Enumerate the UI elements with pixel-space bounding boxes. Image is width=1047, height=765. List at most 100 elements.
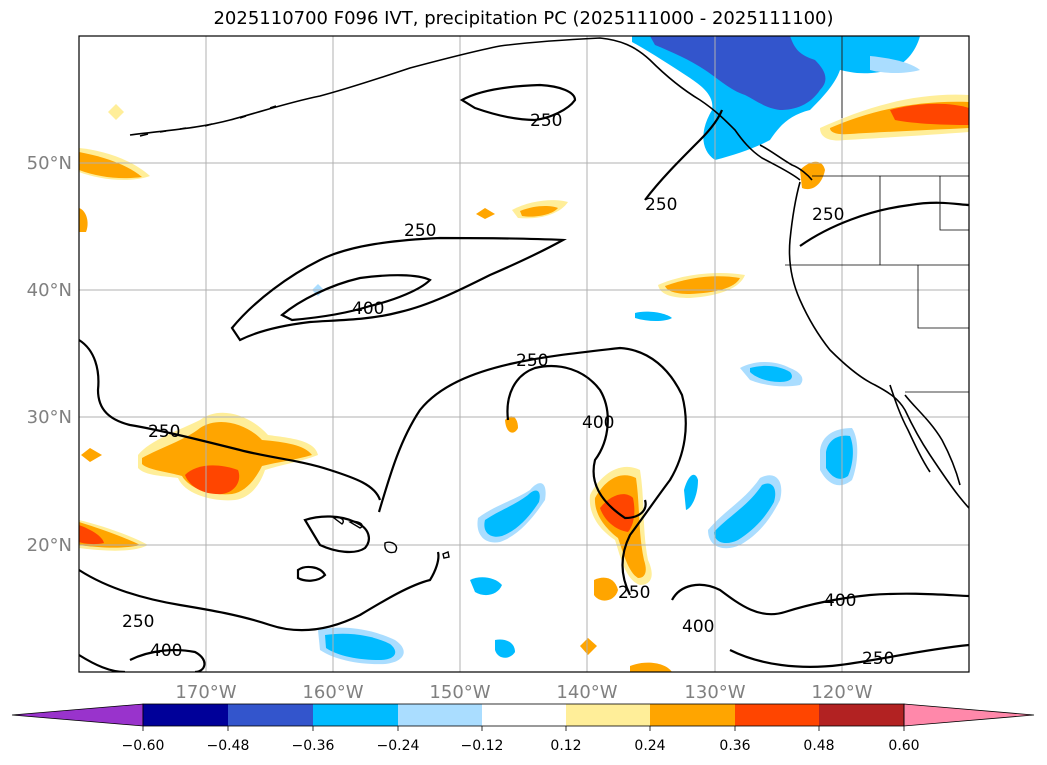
ivt-contour-400-mid-north <box>280 274 432 322</box>
colorbar-swatch-8 <box>735 704 819 726</box>
colorbar-tick-label-3: −0.36 <box>292 738 335 754</box>
contour-label-250-south: 250 <box>122 612 154 632</box>
political-borders <box>785 36 969 393</box>
island-hawaii-4 <box>442 551 450 559</box>
precip-area-hawaii-south <box>594 577 618 601</box>
precip-area-alaska-core-east <box>870 56 920 73</box>
gridlines <box>79 36 969 672</box>
longitude-labels: 170°W 160°W 150°W 140°W 130°W 120°W <box>175 682 872 703</box>
colorbar-swatch-7 <box>650 704 735 726</box>
precip-area-dot-2 <box>684 474 698 510</box>
precip-area-washington <box>800 161 825 190</box>
precip-area-hawaii-2 <box>470 577 502 596</box>
precip-area-baja-core <box>826 435 853 479</box>
lon-label-130w: 130°W <box>684 682 745 703</box>
colorbar-swatch-2 <box>228 704 313 726</box>
lon-label-140w: 140°W <box>556 682 617 703</box>
coastline-baja <box>889 384 961 486</box>
precip-area-hawaii-3 <box>495 639 515 658</box>
precip-area-small-2 <box>79 208 88 232</box>
colorbar-tick-label-10: 0.60 <box>888 738 919 754</box>
lon-label-120w: 120°W <box>811 682 872 703</box>
ivt-contour-250-north <box>459 83 577 122</box>
precip-area-east-pacific-1-core <box>484 490 540 537</box>
colorbar-extend-min <box>11 703 144 727</box>
ivt-contour-250-mid-north <box>230 236 567 342</box>
colorbar-tick-label-2: −0.48 <box>207 738 250 754</box>
colorbar-tick-label-9: 0.48 <box>803 738 834 754</box>
coastline-alaska <box>129 37 801 181</box>
colorbar-tick-label-4: −0.24 <box>377 738 420 754</box>
ivt-contour-small-1 <box>296 565 327 582</box>
coastlines <box>129 37 969 509</box>
island-hawaii-3 <box>384 541 398 554</box>
precip-area-west-edge-peak <box>79 525 104 545</box>
precip-area-small-6 <box>476 208 495 219</box>
precip-area-45n-core <box>520 206 558 217</box>
precip-area-small-1 <box>108 104 124 120</box>
ivt-contour-250-west <box>79 339 382 501</box>
contour-label-400-south-mid: 400 <box>682 617 714 637</box>
ivt-contour-400-south-2 <box>671 583 969 616</box>
colorbar-tick-label-7: 0.24 <box>634 738 665 754</box>
contour-label-250-north: 250 <box>530 111 562 131</box>
colorbar-ticks <box>142 726 905 731</box>
contour-label-400-south-east: 400 <box>824 591 856 611</box>
precip-area-canada-peak <box>890 103 969 125</box>
colorbar-swatch-4 <box>398 704 482 726</box>
precip-negative-areas <box>312 36 920 665</box>
ivt-contour-250-south <box>79 551 440 632</box>
contour-label-250-central: 250 <box>516 351 548 371</box>
contour-label-250-east: 250 <box>645 195 677 215</box>
coastline-aleutians <box>139 105 277 137</box>
ivt-contour-250-se <box>799 201 969 247</box>
precip-area-small-5 <box>630 662 672 672</box>
ivt-contour-250-south-east <box>729 643 969 668</box>
lon-label-170w: 170°W <box>175 682 236 703</box>
colorbar-extend-max <box>903 703 1035 727</box>
coastline-west-coast <box>788 181 969 509</box>
precip-area-small-4 <box>580 638 597 655</box>
lat-label-20n: 20°N <box>27 535 72 556</box>
ivt-contour-250-central <box>377 346 687 596</box>
colorbar-swatch-1 <box>143 704 228 726</box>
colorbar-frame <box>142 703 905 727</box>
precip-area-central-pacific-core <box>142 421 312 495</box>
precip-area-35n-core <box>750 365 792 382</box>
colorbar-swatch-9 <box>819 704 904 726</box>
contour-label-400-central: 400 <box>582 413 614 433</box>
map-plot-area: 250 250 400 250 400 250 250 250 250 400 … <box>79 36 969 672</box>
precip-area-northwest-core <box>79 152 142 179</box>
contour-labels: 250 250 400 250 400 250 250 250 250 400 … <box>122 111 894 669</box>
precip-positive-areas <box>79 94 969 672</box>
precip-area-alaska-core <box>650 36 826 110</box>
colorbar-tick-label-1: −0.60 <box>122 738 165 754</box>
lon-label-160w: 160°W <box>302 682 363 703</box>
precip-area-small-7 <box>505 416 518 433</box>
precip-area-38n <box>635 311 672 321</box>
colorbar-tick-label-6: 0.12 <box>550 738 581 754</box>
ivt-contour-250-east <box>644 109 724 201</box>
ivt-contour-400-west-bottom <box>129 648 206 672</box>
colorbar: −0.60 −0.48 −0.36 −0.24 −0.12 0.12 0.24 … <box>11 703 1035 754</box>
precip-area-small-3 <box>81 448 102 462</box>
ivt-contour-small-2 <box>303 515 370 554</box>
contour-label-250-south-east: 250 <box>862 649 894 669</box>
contour-label-250-se: 250 <box>812 205 844 225</box>
contour-label-250-central-south: 250 <box>618 583 650 603</box>
contour-label-400-south-west: 400 <box>150 641 182 661</box>
border-us-states-1 <box>785 176 969 329</box>
colorbar-tick-label-8: 0.36 <box>719 738 750 754</box>
contour-label-400-mid-north: 400 <box>352 299 384 319</box>
lat-label-50n: 50°N <box>27 153 72 174</box>
map-background <box>79 36 969 672</box>
contour-label-250-west: 250 <box>148 422 180 442</box>
plot-title: 2025110700 F096 IVT, precipitation PC (2… <box>213 8 834 29</box>
contour-label-250-mid-north: 250 <box>404 221 436 241</box>
coastline-vancouver <box>759 144 813 181</box>
colorbar-swatch-3 <box>313 704 398 726</box>
colorbar-swatch-6 <box>566 704 650 726</box>
precip-area-east-pacific-2-core <box>714 483 776 544</box>
precip-area-central-pacific-peak <box>185 465 240 495</box>
